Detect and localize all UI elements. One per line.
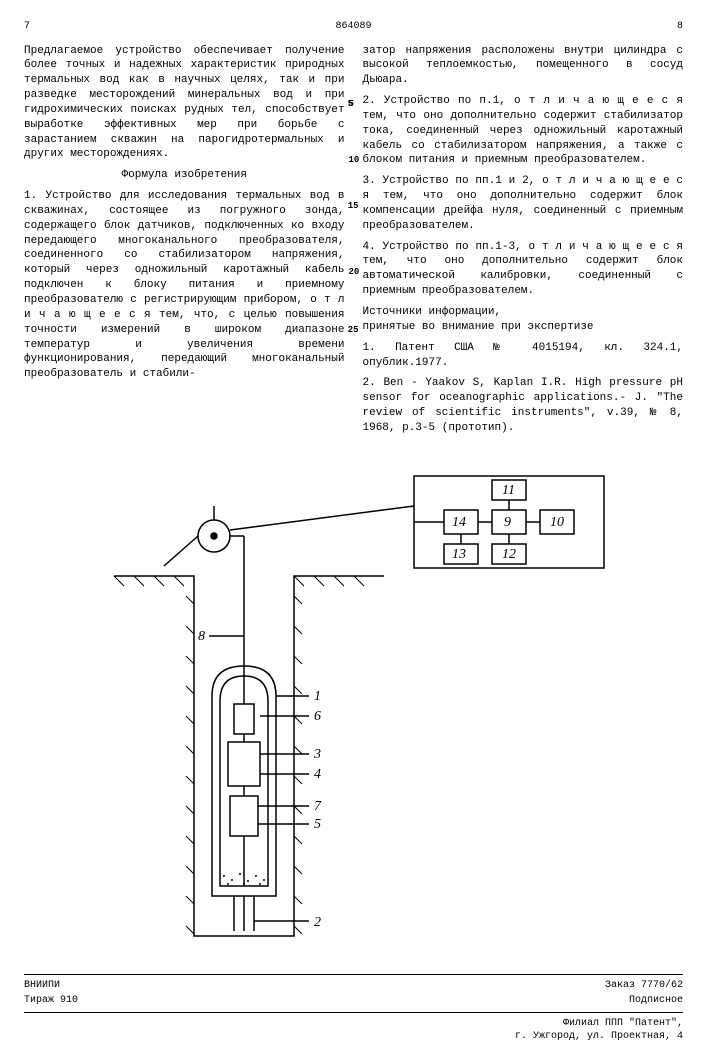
right-p4: 4. Устройство по пп.1-3, о т л и ч а ю щ… [363,240,684,299]
source-1: 1. Патент США № 4015194, кл. 324.1, опуб… [363,341,684,371]
block-3-4 [228,742,260,786]
label-4: 4 [314,767,321,782]
ln-25: 25 [348,324,359,336]
left-p2: 1. Устройство для исследования термальны… [24,189,345,382]
label-9: 9 [504,515,511,530]
footer: ВНИИПИ Заказ 7770/62 Тираж 910 Подписное… [24,974,683,1044]
right-p1: затор напряжения расположены внутри цили… [363,44,684,89]
label-3: 3 [313,747,321,762]
page-number-right: 8 [677,20,683,34]
text-columns: 5 15 25 Предлагаемое устройство обеспечи… [24,44,683,442]
left-column: 5 15 25 Предлагаемое устройство обеспечи… [24,44,345,442]
page-header: 7 864089 8 [24,20,683,34]
footer-branch: Филиал ППП "Патент", [563,1018,683,1029]
footer-tirazh: Тираж 910 [24,994,78,1008]
right-p3: 3. Устройство по пп.1 и 2, о т л и ч а ю… [363,174,684,233]
left-p1: Предлагаемое устройство обеспечивает пол… [24,44,345,163]
label-1: 1 [314,689,321,704]
label-2: 2 [314,915,321,930]
block-6 [234,704,254,734]
ln-5b: 5 [349,98,360,110]
label-6: 6 [314,709,321,724]
label-13: 13 [452,547,466,562]
label-12: 12 [502,547,516,562]
right-column: 5 10 20 затор напряжения расположены вну… [363,44,684,442]
line-numbers-right: 5 10 20 [349,44,360,278]
label-7: 7 [314,799,322,814]
ln-20: 20 [349,266,360,278]
device-diagram: 1 6 3 4 7 5 2 8 9 10 11 12 13 14 [94,456,614,956]
ln-10: 10 [349,154,360,166]
sources-title: Источники информации, принятые во вниман… [363,305,684,335]
label-14: 14 [452,515,466,530]
footer-order: Заказ 7770/62 [605,979,683,993]
block-7-5 [230,796,258,836]
label-11: 11 [502,483,515,498]
footer-sign: Подписное [629,994,683,1008]
label-10: 10 [550,515,564,530]
right-p2: 2. Устройство по п.1, о т л и ч а ю щ е … [363,94,684,168]
footer-org: ВНИИПИ [24,979,60,993]
formula-title: Формула изобретения [24,168,345,183]
label-8: 8 [198,629,205,644]
figure: 1 6 3 4 7 5 2 8 9 10 11 12 13 14 [24,456,683,956]
label-5: 5 [314,817,321,832]
source-2: 2. Ben - Yaakov S, Kaplan I.R. High pres… [363,376,684,435]
footer-address: г. Ужгород, ул. Проектная, 4 [515,1031,683,1042]
document-number: 864089 [30,20,677,34]
